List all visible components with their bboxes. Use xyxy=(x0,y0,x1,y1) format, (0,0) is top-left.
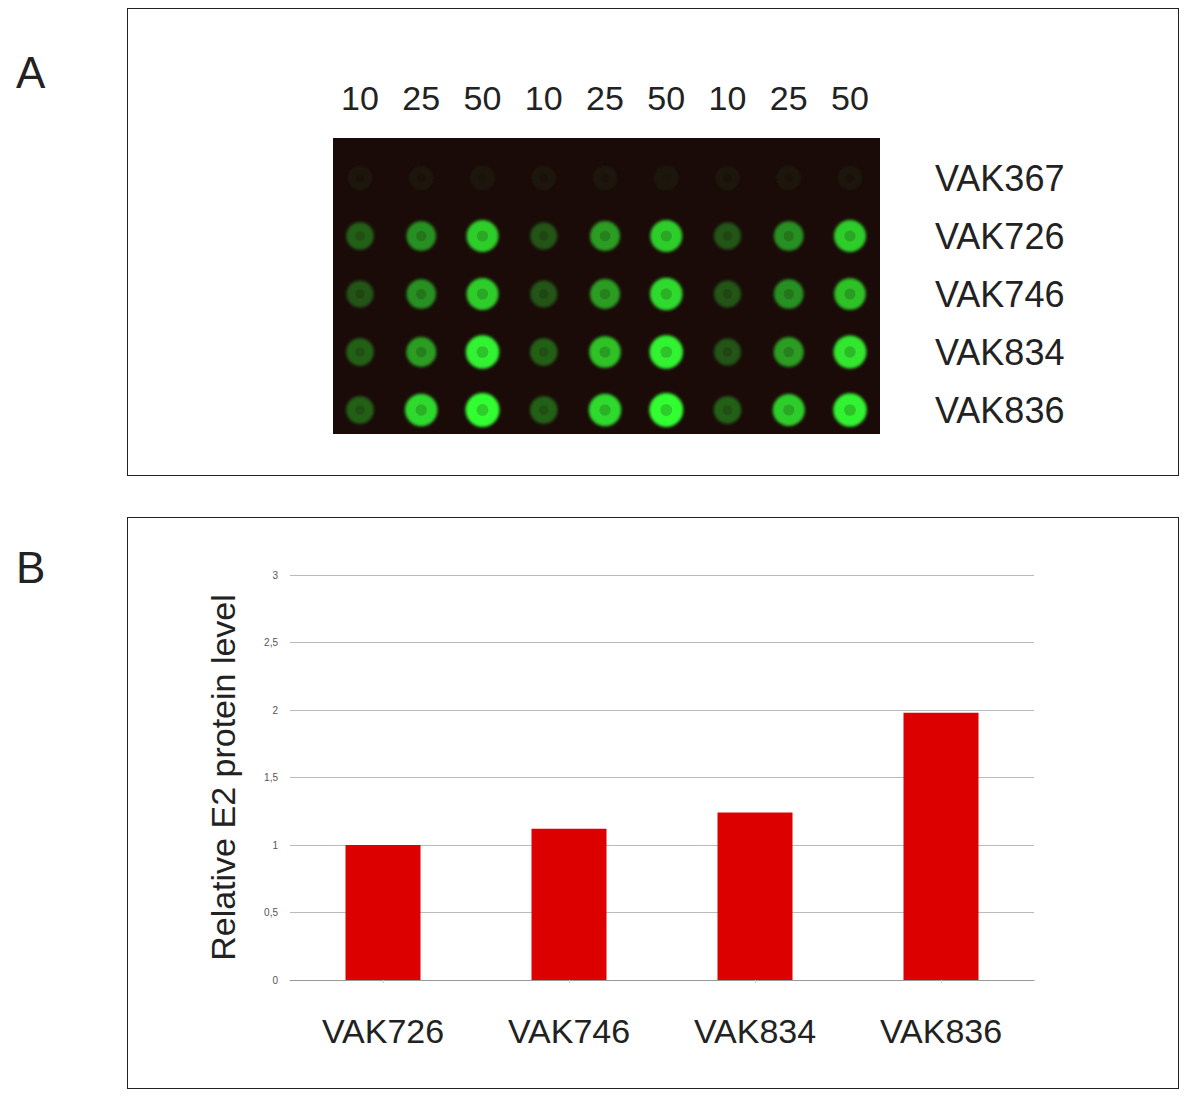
svg-text:VAK834: VAK834 xyxy=(694,1012,816,1050)
svg-text:Relative E2 protein level: Relative E2 protein level xyxy=(204,594,242,961)
svg-text:VAK746: VAK746 xyxy=(508,1012,630,1050)
svg-text:VAK836: VAK836 xyxy=(880,1012,1002,1050)
svg-text:VAK726: VAK726 xyxy=(322,1012,444,1050)
svg-text:10: 10 xyxy=(525,79,563,117)
svg-text:1,5: 1,5 xyxy=(264,772,278,783)
svg-text:0,5: 0,5 xyxy=(264,907,278,918)
svg-text:VAK746: VAK746 xyxy=(935,274,1064,315)
svg-text:50: 50 xyxy=(831,79,869,117)
svg-text:10: 10 xyxy=(709,79,747,117)
svg-text:VAK834: VAK834 xyxy=(935,332,1064,373)
svg-text:1: 1 xyxy=(272,840,278,851)
svg-text:VAK836: VAK836 xyxy=(935,390,1064,431)
svg-text:0: 0 xyxy=(272,975,278,986)
svg-text:3: 3 xyxy=(272,570,278,581)
svg-text:25: 25 xyxy=(586,79,624,117)
svg-text:2: 2 xyxy=(272,705,278,716)
svg-text:10: 10 xyxy=(341,79,379,117)
html-text:B: B xyxy=(16,543,46,592)
svg-text:VAK726: VAK726 xyxy=(935,216,1064,257)
svg-text:50: 50 xyxy=(464,79,502,117)
html-text:A: A xyxy=(16,48,46,97)
svg-text:VAK367: VAK367 xyxy=(935,158,1064,199)
svg-text:25: 25 xyxy=(402,79,440,117)
svg-text:2,5: 2,5 xyxy=(264,637,278,648)
svg-text:25: 25 xyxy=(770,79,808,117)
svg-text:50: 50 xyxy=(647,79,685,117)
